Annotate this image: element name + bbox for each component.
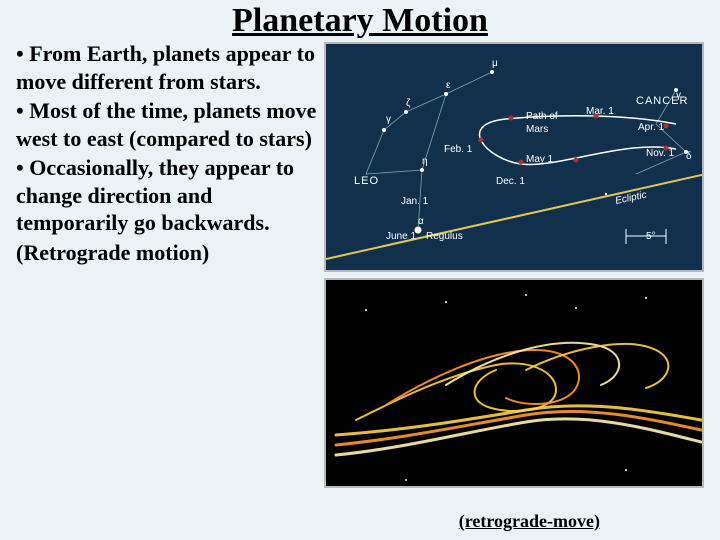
- bullet-item: (Retrograde motion): [16, 239, 324, 267]
- svg-text:η: η: [422, 156, 428, 167]
- svg-text:δ: δ: [686, 151, 692, 162]
- bullet-item: • Occasionally, they appear to change di…: [16, 154, 324, 237]
- svg-text:Nov. 1: Nov. 1: [646, 148, 675, 159]
- svg-text:June 1: June 1: [386, 231, 416, 242]
- svg-text:α: α: [418, 216, 424, 227]
- svg-text:Jan. 1: Jan. 1: [401, 196, 429, 207]
- svg-text:CANCER: CANCER: [636, 95, 688, 107]
- svg-text:ζ: ζ: [406, 98, 411, 109]
- bullet-list: • From Earth, planets appear to move dif…: [16, 40, 324, 488]
- svg-text:Path of: Path of: [526, 111, 558, 122]
- bullet-item: • Most of the time, planets move west to…: [16, 97, 324, 152]
- star-chart-diagram: μεζγηαγδLEOCANCERPath ofMarsFeb. 1Mar. 1…: [324, 42, 704, 272]
- caption-link[interactable]: (retrograde-move): [459, 511, 600, 532]
- image-column: μεζγηαγδLEOCANCERPath ofMarsFeb. 1Mar. 1…: [324, 40, 712, 488]
- svg-text:γ: γ: [386, 114, 391, 125]
- svg-text:LEO: LEO: [354, 175, 379, 187]
- bullet-text: Occasionally, they appear to change dire…: [16, 155, 294, 235]
- content-area: • From Earth, planets appear to move dif…: [0, 40, 720, 488]
- svg-text:Feb. 1: Feb. 1: [444, 144, 473, 155]
- svg-text:Ecliptic: Ecliptic: [614, 190, 647, 207]
- svg-text:5°: 5°: [646, 231, 656, 242]
- svg-text:May 1: May 1: [526, 154, 554, 165]
- bullet-marker: •: [16, 98, 24, 123]
- bullet-text: From Earth, planets appear to move diffe…: [16, 41, 315, 94]
- svg-text:Apr. 1: Apr. 1: [638, 122, 665, 133]
- slide-title: Planetary Motion: [0, 0, 720, 40]
- bullet-text: Most of the time, planets move west to e…: [16, 98, 316, 151]
- svg-text:Regulus: Regulus: [426, 231, 463, 242]
- svg-text:Mar. 1: Mar. 1: [586, 106, 614, 117]
- svg-text:Mars: Mars: [526, 124, 548, 135]
- bullet-marker: •: [16, 41, 24, 66]
- bullet-text: (Retrograde motion): [16, 240, 209, 265]
- svg-text:μ: μ: [492, 58, 498, 69]
- retrograde-photo: [324, 278, 704, 488]
- svg-text:ε: ε: [446, 80, 451, 91]
- svg-text:Dec. 1: Dec. 1: [496, 176, 525, 187]
- bullet-marker: •: [16, 155, 24, 180]
- bullet-item: • From Earth, planets appear to move dif…: [16, 40, 324, 95]
